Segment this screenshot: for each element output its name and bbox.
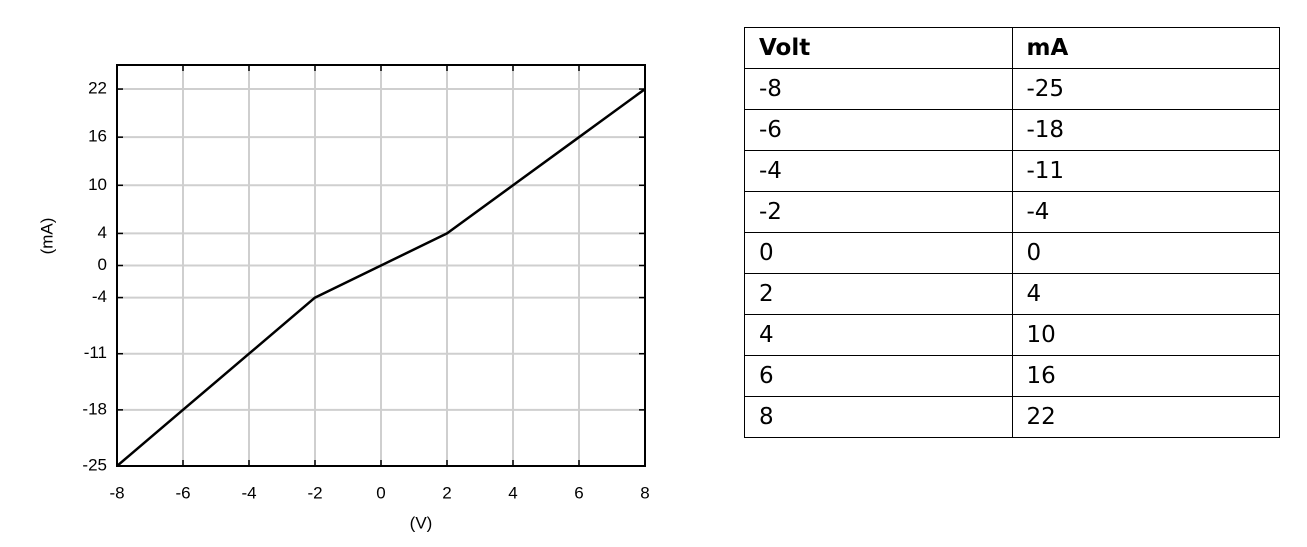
table-row: 4 10 [744, 314, 1280, 356]
x-tick-label: -8 [109, 483, 124, 502]
table-body: -8 -25 -6 -18 -4 -11 -2 -4 0 0 2 4 4 10 6 16 8 22 [744, 68, 1280, 438]
y-tick-label: -11 [84, 343, 107, 362]
table-cell: 4 [1011, 273, 1280, 315]
y-tick-label: 22 [88, 79, 107, 98]
x-axis-label: (V) [410, 513, 433, 532]
x-tick-label: 8 [640, 483, 649, 502]
x-tick-label: 6 [574, 483, 583, 502]
table-row: -4 -11 [744, 150, 1280, 192]
y-tick-label: 4 [98, 223, 107, 242]
x-tick-label: -6 [175, 483, 190, 502]
y-tick-label: 10 [88, 175, 107, 194]
table-cell: -8 [744, 68, 1013, 110]
y-tick-label: 0 [98, 255, 107, 274]
table-cell: -25 [1011, 68, 1280, 110]
table-row: -2 -4 [744, 191, 1280, 233]
table-cell: 10 [1011, 314, 1280, 356]
data-line [116, 88, 646, 467]
table-cell: 0 [1011, 232, 1280, 274]
table-cell: 16 [1011, 355, 1280, 397]
y-tick-label: -18 [82, 399, 107, 418]
table-row: 6 16 [744, 355, 1280, 397]
data-table: Volt mA -8 -25 -6 -18 -4 -11 -2 -4 0 0 2 4 4 10 6 16 8 22 [744, 27, 1280, 438]
x-tick-label: -2 [307, 483, 322, 502]
table-cell: 6 [744, 355, 1013, 397]
plot-frame [116, 64, 646, 467]
table-cell: -18 [1011, 109, 1280, 151]
table-cell: 8 [744, 396, 1013, 438]
y-axis-label: (mA) [37, 218, 56, 255]
x-tick-label: 0 [376, 483, 385, 502]
x-tick-label: -4 [241, 483, 256, 502]
table-cell: 4 [744, 314, 1013, 356]
table-header: Volt mA [744, 27, 1280, 69]
table-row: 8 22 [744, 396, 1280, 438]
table-cell: -4 [1011, 191, 1280, 233]
table-header-cell: mA [1011, 27, 1280, 69]
table-cell: -4 [744, 150, 1013, 192]
table-cell: -2 [744, 191, 1013, 233]
table-row: -6 -18 [744, 109, 1280, 151]
table-cell: 0 [744, 232, 1013, 274]
table-cell: 22 [1011, 396, 1280, 438]
y-tick-label: -25 [82, 455, 107, 474]
chart: (V) (mA) -8 -6 -4 -2 0 2 4 6 8 -25 -18 -11 -4 0 4 10 16 2… [37, 64, 650, 532]
table-cell: 2 [744, 273, 1013, 315]
y-tick-label: -4 [92, 287, 107, 306]
table-cell: -11 [1011, 150, 1280, 192]
table-cell: -6 [744, 109, 1013, 151]
x-tick-label: 2 [442, 483, 451, 502]
table-row: -8 -25 [744, 68, 1280, 110]
table-header-cell: Volt [744, 27, 1013, 69]
x-tick-label: 4 [508, 483, 517, 502]
y-tick-label: 16 [88, 127, 107, 146]
